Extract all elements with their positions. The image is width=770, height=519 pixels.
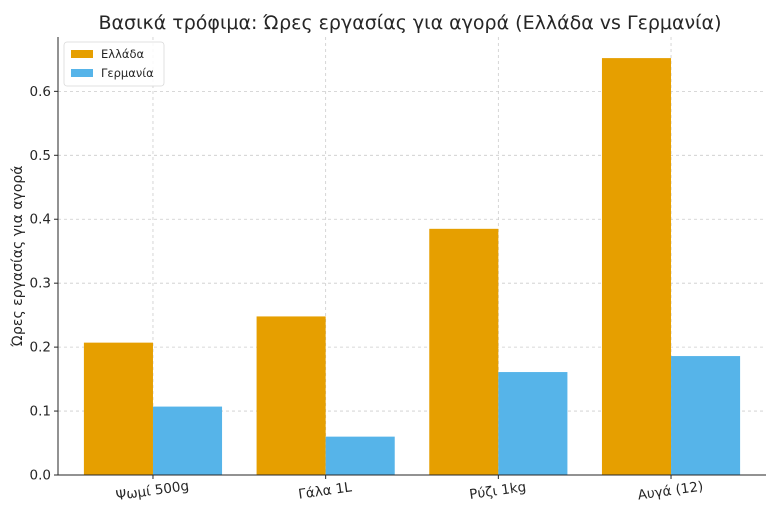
chart-title: Βασικά τρόφιμα: Ώρες εργασίας για αγορά … (99, 12, 722, 34)
x-tick-label: Γάλα 1L (297, 479, 353, 502)
bars (83, 58, 741, 475)
bar-greece-1 (256, 316, 326, 475)
axes (57, 37, 766, 476)
legend: Ελλάδα Γερμανία (63, 41, 165, 87)
bar-germany-0 (152, 406, 223, 475)
legend-label-0: Ελλάδα (101, 47, 144, 61)
legend-label-1: Γερμανία (101, 66, 154, 80)
y-ticks: 0.0 0.1 0.2 0.3 0.4 0.5 0.6 (30, 84, 58, 484)
y-tick-label: 0.2 (30, 340, 51, 356)
x-tick-label: Ρύζι 1kg (468, 479, 527, 503)
bar-germany-3 (671, 356, 741, 475)
bar-greece-0 (83, 342, 153, 475)
bar-germany-1 (325, 436, 395, 475)
legend-swatch-1 (71, 69, 93, 77)
y-axis-label: Ώρες εργασίας για αγορά (10, 165, 26, 347)
bar-greece-3 (601, 58, 672, 475)
bar-germany-2 (498, 372, 568, 475)
legend-swatch-0 (71, 50, 93, 58)
y-tick-label: 0.3 (30, 276, 51, 292)
y-tick-label: 0.1 (30, 404, 51, 420)
bar-greece-2 (429, 228, 499, 475)
y-tick-label: 0.4 (30, 212, 51, 228)
y-tick-label: 0.5 (30, 148, 51, 164)
y-tick-label: 0.0 (30, 468, 51, 484)
y-tick-label: 0.6 (30, 84, 51, 100)
x-tick-label: Ψωμί 500g (115, 478, 190, 504)
x-tick-label: Αυγά (12) (637, 479, 705, 504)
x-ticks: Ψωμί 500g Γάλα 1L Ρύζι 1kg Αυγά (12) (115, 475, 704, 504)
